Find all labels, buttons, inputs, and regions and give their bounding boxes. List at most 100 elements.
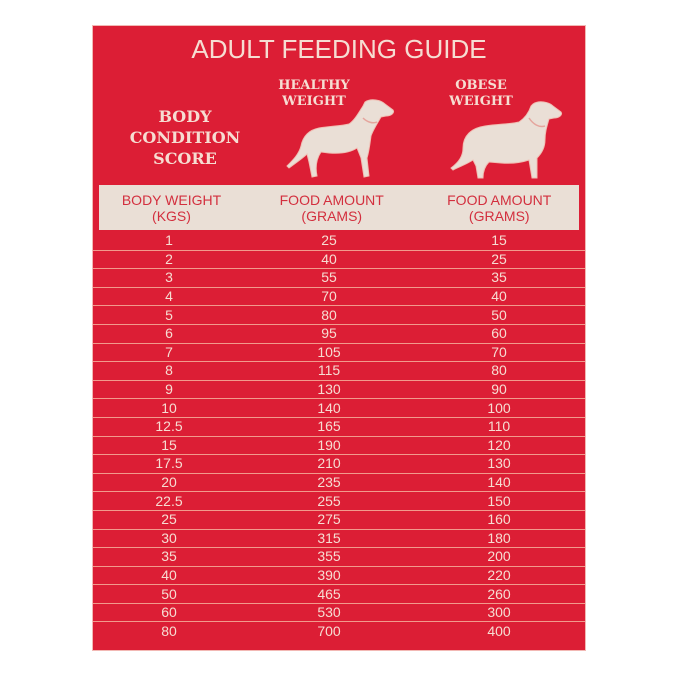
guide-title: ADULT FEEDING GUIDE (191, 34, 487, 64)
body-weight-cell: 30 (161, 529, 177, 546)
table-row: 6 95 60 (93, 325, 585, 344)
table-row: 1 25 15 (93, 232, 585, 251)
body-weight-cell: 7 (165, 343, 173, 360)
table-row: 80 700 400 (93, 622, 585, 640)
healthy-amount-cell: 465 (317, 585, 341, 602)
body-weight-cell: 80 (161, 622, 177, 639)
obese-amount-cell: 130 (487, 455, 511, 472)
obese-amount-cell: 120 (487, 436, 511, 453)
body-weight-cell: 60 (161, 604, 177, 621)
header-healthy-line-2: (GRAMS) (301, 207, 363, 224)
healthy-amount-cell: 355 (317, 548, 341, 565)
healthy-label-line-1: HEALTHY (278, 78, 350, 93)
healthy-weight-label: HEALTHY WEIGHT (269, 78, 359, 110)
healthy-amount-cell: 95 (321, 325, 337, 342)
body-weight-cell: 22.5 (155, 492, 183, 509)
feeding-table-body: 1 25 15 2 40 25 3 55 35 4 70 40 5 80 50 6 95 60 7 105 70 8 115… (93, 232, 585, 640)
body-weight-cell: 25 (161, 511, 177, 528)
healthy-amount-cell: 115 (317, 362, 341, 379)
healthy-amount-cell: 25 (321, 232, 337, 249)
table-row: 7 105 70 (93, 344, 585, 363)
table-row: 35 355 200 (93, 548, 585, 567)
table-row: 3 55 35 (93, 269, 585, 288)
table-row: 20 235 140 (93, 474, 585, 493)
body-weight-cell: 4 (165, 288, 173, 305)
header-obese-food-amount: FOOD AMOUNT (GRAMS) (420, 192, 580, 224)
obese-amount-cell: 80 (491, 362, 507, 379)
healthy-amount-cell: 235 (317, 474, 341, 491)
obese-dog-icon (450, 101, 562, 179)
obese-amount-cell: 15 (491, 232, 507, 249)
body-weight-cell: 12.5 (155, 418, 183, 435)
table-row: 2 40 25 (93, 251, 585, 270)
healthy-amount-cell: 315 (317, 529, 341, 546)
healthy-amount-cell: 55 (321, 269, 337, 286)
body-weight-cell: 2 (165, 250, 173, 267)
obese-amount-cell: 110 (487, 418, 511, 435)
obese-amount-cell: 220 (487, 566, 511, 583)
obese-amount-cell: 150 (487, 492, 511, 509)
header-body-weight-line-2: (KGS) (152, 207, 191, 224)
header-obese-line-2: (GRAMS) (468, 207, 530, 224)
table-row: 22.5 255 150 (93, 492, 585, 511)
table-row: 15 190 120 (93, 437, 585, 456)
body-weight-cell: 5 (165, 306, 173, 323)
healthy-dog-icon (286, 99, 394, 178)
obese-amount-cell: 180 (487, 529, 511, 546)
obese-amount-cell: 260 (487, 585, 511, 602)
healthy-amount-cell: 390 (317, 566, 341, 583)
obese-amount-cell: 70 (491, 343, 507, 360)
table-row: 30 315 180 (93, 530, 585, 549)
obese-amount-cell: 50 (491, 306, 507, 323)
healthy-amount-cell: 70 (321, 288, 337, 305)
obese-label-line-2: WEIGHT (449, 94, 513, 109)
body-weight-cell: 20 (161, 474, 177, 491)
obese-amount-cell: 40 (491, 288, 507, 305)
body-weight-cell: 35 (161, 548, 177, 565)
header-healthy-food-amount: FOOD AMOUNT (GRAMS) (252, 192, 412, 224)
healthy-amount-cell: 700 (317, 622, 341, 639)
body-weight-cell: 6 (165, 325, 173, 342)
obese-amount-cell: 200 (487, 548, 511, 565)
healthy-amount-cell: 275 (317, 511, 341, 528)
body-weight-cell: 1 (165, 232, 173, 249)
body-weight-cell: 15 (161, 436, 177, 453)
body-condition-score-label: BODY CONDITION SCORE (115, 106, 255, 169)
healthy-amount-cell: 105 (317, 343, 341, 360)
obese-amount-cell: 140 (487, 474, 511, 491)
table-row: 40 390 220 (93, 567, 585, 586)
healthy-amount-cell: 130 (317, 381, 341, 398)
obese-amount-cell: 160 (487, 511, 511, 528)
obese-amount-cell: 60 (491, 325, 507, 342)
obese-amount-cell: 25 (491, 250, 507, 267)
table-row: 12.5 165 110 (93, 418, 585, 437)
table-row: 8 115 80 (93, 362, 585, 381)
obese-label-line-1: OBESE (455, 78, 507, 93)
header-body-weight-line-1: BODY WEIGHT (121, 191, 222, 208)
obese-amount-cell: 400 (487, 622, 511, 639)
table-row: 5 80 50 (93, 306, 585, 325)
table-row: 60 530 300 (93, 604, 585, 623)
healthy-amount-cell: 140 (317, 399, 341, 416)
table-row: 4 70 40 (93, 288, 585, 307)
healthy-amount-cell: 165 (317, 418, 341, 435)
body-weight-cell: 17.5 (155, 455, 183, 472)
table-header: BODY WEIGHT (KGS) FOOD AMOUNT (GRAMS) FO… (99, 185, 579, 230)
body-weight-cell: 40 (161, 566, 177, 583)
obese-amount-cell: 300 (487, 604, 511, 621)
header-body-weight: BODY WEIGHT (KGS) (99, 192, 244, 224)
feeding-guide-panel: ADULT FEEDING GUIDE BODY CONDITION SCORE… (93, 26, 585, 650)
obese-amount-cell: 100 (487, 399, 511, 416)
body-weight-cell: 10 (161, 399, 177, 416)
healthy-amount-cell: 190 (317, 436, 341, 453)
table-row: 25 275 160 (93, 511, 585, 530)
healthy-amount-cell: 530 (317, 604, 341, 621)
healthy-amount-cell: 40 (321, 250, 337, 267)
body-weight-cell: 8 (165, 362, 173, 379)
table-row: 9 130 90 (93, 381, 585, 400)
healthy-amount-cell: 80 (321, 306, 337, 323)
bcs-line-3: SCORE (153, 149, 217, 168)
header-healthy-line-1: FOOD AMOUNT (279, 191, 384, 208)
obese-amount-cell: 35 (491, 269, 507, 286)
body-weight-cell: 9 (165, 381, 173, 398)
